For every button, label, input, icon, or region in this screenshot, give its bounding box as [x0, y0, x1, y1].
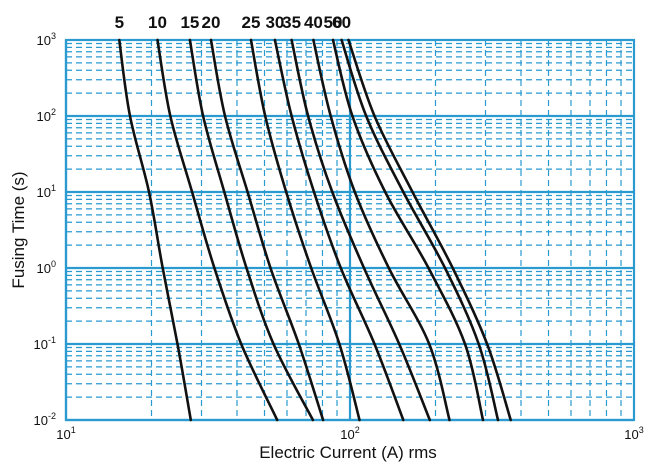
y-tick-labels: 103 102 101 100 10-1 10-2 [34, 31, 56, 428]
curve-5 [118, 38, 193, 422]
curve-10 [156, 38, 279, 422]
curve-60 [340, 38, 500, 422]
series-label-25: 25 [242, 13, 261, 32]
y-tick-label: 103 [37, 31, 56, 48]
y-tick-label: 100 [37, 259, 56, 276]
curve-15 [188, 38, 315, 422]
series-label-60: 60 [332, 13, 351, 32]
curve-40 [312, 38, 451, 422]
x-tick-label: 102 [340, 425, 359, 442]
series-label-15: 15 [180, 13, 199, 32]
curve-unlabeled [347, 38, 512, 422]
series-label-5: 5 [115, 13, 124, 32]
y-axis-label: Fusing Time (s) [9, 171, 28, 288]
curve-30 [273, 38, 405, 422]
x-tick-label: 103 [624, 425, 643, 442]
plot-frame [64, 38, 636, 422]
curve-50 [331, 38, 485, 422]
y-tick-label: 102 [37, 107, 56, 124]
curves [118, 38, 512, 422]
curve-25 [249, 38, 361, 422]
y-tick-label: 10-1 [34, 335, 56, 352]
series-label-35: 35 [282, 13, 301, 32]
y-tick-label: 101 [37, 183, 56, 200]
minor-grid [66, 40, 634, 420]
curve-35 [290, 38, 432, 422]
series-label-50: 50 [324, 13, 343, 32]
curve-20 [209, 38, 325, 422]
series-label-20: 20 [202, 13, 221, 32]
x-axis-label: Electric Current (A) rms [259, 443, 437, 462]
series-label-40: 40 [304, 13, 323, 32]
x-tick-label: 101 [56, 425, 75, 442]
x-tick-labels: 101 102 103 [56, 425, 643, 442]
y-tick-label: 10-2 [34, 411, 56, 428]
series-label-30: 30 [265, 13, 284, 32]
series-label-10: 10 [148, 13, 167, 32]
